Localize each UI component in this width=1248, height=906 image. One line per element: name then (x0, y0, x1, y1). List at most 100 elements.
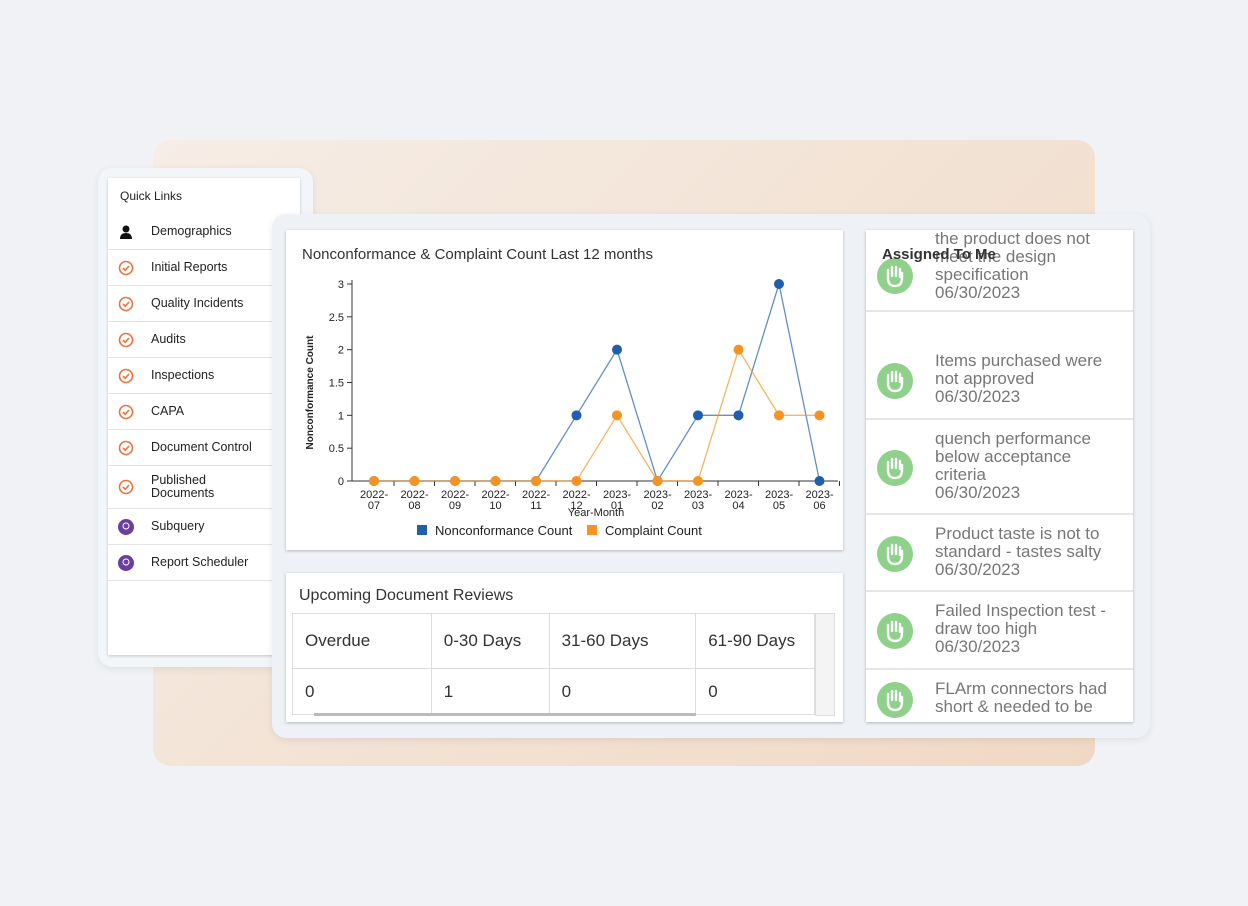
x-tick-label: 2023-05 (765, 489, 794, 512)
item-text: FLArm connectors had short & needed to b… (935, 679, 1107, 716)
assigned-item[interactable]: Items purchased were not approved 06/30/2… (866, 342, 1133, 420)
data-point (652, 476, 663, 486)
link-label: Demographics (151, 224, 232, 238)
link-icon (118, 332, 134, 347)
data-point (531, 476, 541, 486)
data-point (733, 344, 744, 355)
icon-hand (886, 543, 904, 565)
assigned-item[interactable]: quench performance below acceptance crit… (866, 420, 1133, 515)
hand-icon (877, 682, 913, 718)
cell: 0 (292, 668, 432, 715)
item-text: the product does not meet the design spe… (935, 230, 1091, 284)
icon-ring (118, 440, 134, 455)
quick-link[interactable]: Demographics (108, 214, 300, 250)
legend-label: Nonconformance Count (435, 523, 573, 538)
item-text: Failed Inspection test - draw too high (935, 601, 1107, 638)
data-point (733, 410, 744, 421)
icon-ring (118, 260, 134, 275)
y-tick-label: 1.5 (329, 378, 344, 390)
icon-ring (118, 332, 134, 347)
quick-link[interactable]: CAPA (108, 394, 300, 430)
quick-link[interactable]: Document Control (108, 430, 300, 466)
reviews-title: Upcoming Document Reviews (299, 587, 514, 604)
icon-bulb (122, 522, 130, 529)
h-scrollbar[interactable] (314, 713, 696, 716)
quick-link[interactable]: Quality Incidents (108, 286, 300, 322)
quick-link[interactable]: Inspections (108, 358, 300, 394)
quick-link[interactable]: Audits (108, 322, 300, 358)
link-icon (118, 296, 134, 311)
data-point (450, 476, 460, 486)
x-tick-label: 2023-01 (603, 489, 632, 512)
link-icon (118, 368, 134, 383)
column-header: 31-60 Days (548, 613, 697, 669)
item-text-block: FLArm connectors had short & needed to b… (935, 680, 1123, 716)
hand-icon (877, 613, 913, 649)
quick-link[interactable]: Initial Reports (108, 250, 300, 286)
series-line (374, 283, 821, 483)
icon-check (122, 484, 130, 491)
item-text-block: Items purchased were not approved 06/30/2… (935, 352, 1123, 406)
link-label: Inspections (151, 368, 215, 382)
chart-panel: Nonconformance & Complaint Count Last 12… (286, 230, 843, 550)
item-text-block: Product taste is not to standard - taste… (935, 525, 1123, 579)
assigned-item[interactable]: Product taste is not to standard - taste… (866, 515, 1133, 592)
link-icon (118, 404, 134, 419)
item-date: 06/30/2023 (935, 560, 1021, 579)
icon-head (122, 225, 130, 232)
column-header: 0-30 Days (430, 613, 550, 669)
data-point (409, 476, 420, 486)
link-label: Report Scheduler (151, 555, 249, 569)
link-icon (118, 479, 134, 495)
item-text-block: the product does not meet the design spe… (935, 230, 1123, 302)
data-point (490, 476, 501, 486)
series-line (374, 348, 820, 482)
link-label: CAPA (151, 404, 185, 418)
assigned-item[interactable]: FLArm connectors had short & needed to b… (866, 670, 1133, 722)
link-label: Quality Incidents (151, 296, 244, 310)
quick-links-panel: Quick Links Demographics Initial Reports Q… (108, 178, 300, 655)
chart: 0 0.5 1 1.5 2 2.5 3 Nonconformance Count Year-Mo… (305, 279, 840, 538)
link-icon (118, 260, 134, 275)
assigned-item[interactable]: Failed Inspection test - draw too high 06… (866, 592, 1133, 670)
icon-bulb (122, 558, 130, 565)
icon-ring (118, 518, 134, 535)
scrollbar[interactable] (815, 613, 835, 716)
icon-check (122, 408, 130, 415)
icon-check (122, 372, 130, 379)
y-tick-label: 0 (338, 476, 344, 488)
data-point (612, 410, 622, 421)
x-tick-label: 2022-10 (481, 489, 510, 512)
quick-link[interactable]: Subquery (108, 509, 300, 545)
y-tick-label: 0.5 (329, 443, 344, 455)
data-point (571, 476, 582, 486)
quick-link[interactable]: Published Documents (108, 466, 300, 509)
icon-hand (886, 620, 904, 643)
item-text: quench performance below acceptance crit… (935, 429, 1091, 484)
x-tick-label: 2023-02 (643, 489, 672, 512)
x-tick-label: 2023-06 (805, 489, 834, 512)
icon-check (122, 336, 130, 343)
link-label: Published Documents (151, 473, 215, 500)
data-point (814, 476, 825, 486)
link-icon (120, 225, 132, 239)
data-point (369, 476, 379, 486)
link-icon (118, 440, 134, 455)
y-tick-label: 1 (338, 410, 344, 422)
reviews-panel: Upcoming Document Reviews Overdue 0-30 Da… (286, 573, 843, 722)
assigned-title: Assigned To Me (882, 246, 996, 263)
y-tick-label: 3 (338, 279, 344, 291)
legend-swatch (417, 525, 427, 535)
chart-title: Nonconformance & Complaint Count Last 12… (302, 246, 654, 263)
column-header: 61-90 Days (695, 613, 815, 669)
legend-swatch (587, 525, 597, 535)
icon-ring (118, 296, 134, 311)
assigned-item[interactable]: the product does not meet the design spe… (866, 230, 1133, 312)
item-date: 06/30/2023 (935, 283, 1021, 302)
header-row: Overdue 0-30 Days 31-60 Days 61-90 Days (292, 613, 815, 669)
quick-link[interactable]: Report Scheduler (108, 545, 300, 581)
item-text-block: Failed Inspection test - draw too high 06… (935, 602, 1123, 656)
data-point (693, 476, 703, 486)
